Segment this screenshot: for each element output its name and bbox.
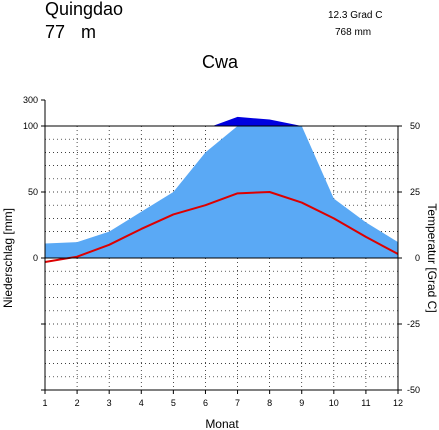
x-tick-label: 2 (75, 398, 80, 408)
left-tick-label: 0 (33, 253, 38, 263)
precipitation-excess-area (212, 116, 302, 126)
right-tick-label: 25 (410, 187, 420, 197)
annual-precipitation: 768 mm (335, 27, 371, 38)
right-tick-label: 0 (415, 253, 420, 263)
x-tick-label: 6 (203, 398, 208, 408)
right-axis-label: Temperatur [Grad C] (425, 203, 439, 312)
right-tick-label: -25 (407, 319, 420, 329)
plot-frame (41, 99, 402, 394)
x-tick-label: 4 (139, 398, 144, 408)
x-tick-labels: 1 2 3 4 5 6 7 8 9 10 11 12 (42, 398, 403, 408)
x-tick-label: 10 (329, 398, 339, 408)
x-axis-label: Monat (205, 417, 239, 430)
x-tick-label: 5 (171, 398, 176, 408)
x-tick-label: 9 (299, 398, 304, 408)
x-tick-label: 1 (42, 398, 47, 408)
precipitation-area (45, 116, 398, 258)
temperature-line (44, 191, 399, 263)
mean-temperature: 12.3 Grad C (328, 10, 382, 21)
right-tick-label: 50 (410, 121, 420, 131)
left-tick-labels: 300 100 50 0 (23, 95, 38, 263)
x-tick-label: 11 (361, 398, 370, 408)
station-name: Quingdao (45, 0, 123, 19)
left-tick-label: 100 (23, 121, 38, 131)
right-tick-labels: 50 25 0 -25 -50 (407, 121, 420, 395)
station-elevation-unit: m (81, 22, 96, 42)
x-tick-label: 3 (107, 398, 112, 408)
x-tick-label: 8 (267, 398, 272, 408)
precipitation-area-fill (45, 126, 398, 258)
x-tick-label: 12 (393, 398, 403, 408)
left-tick-label: 50 (28, 187, 38, 197)
x-tick-label: 7 (235, 398, 240, 408)
left-tick-label: 300 (23, 95, 38, 105)
temperature-series-line (44, 191, 399, 263)
climate-class: Cwa (202, 52, 239, 72)
left-axis-label: Niederschlag [mm] (1, 208, 15, 308)
right-tick-label: -50 (407, 385, 420, 395)
station-elevation-value: 77 (45, 22, 65, 42)
